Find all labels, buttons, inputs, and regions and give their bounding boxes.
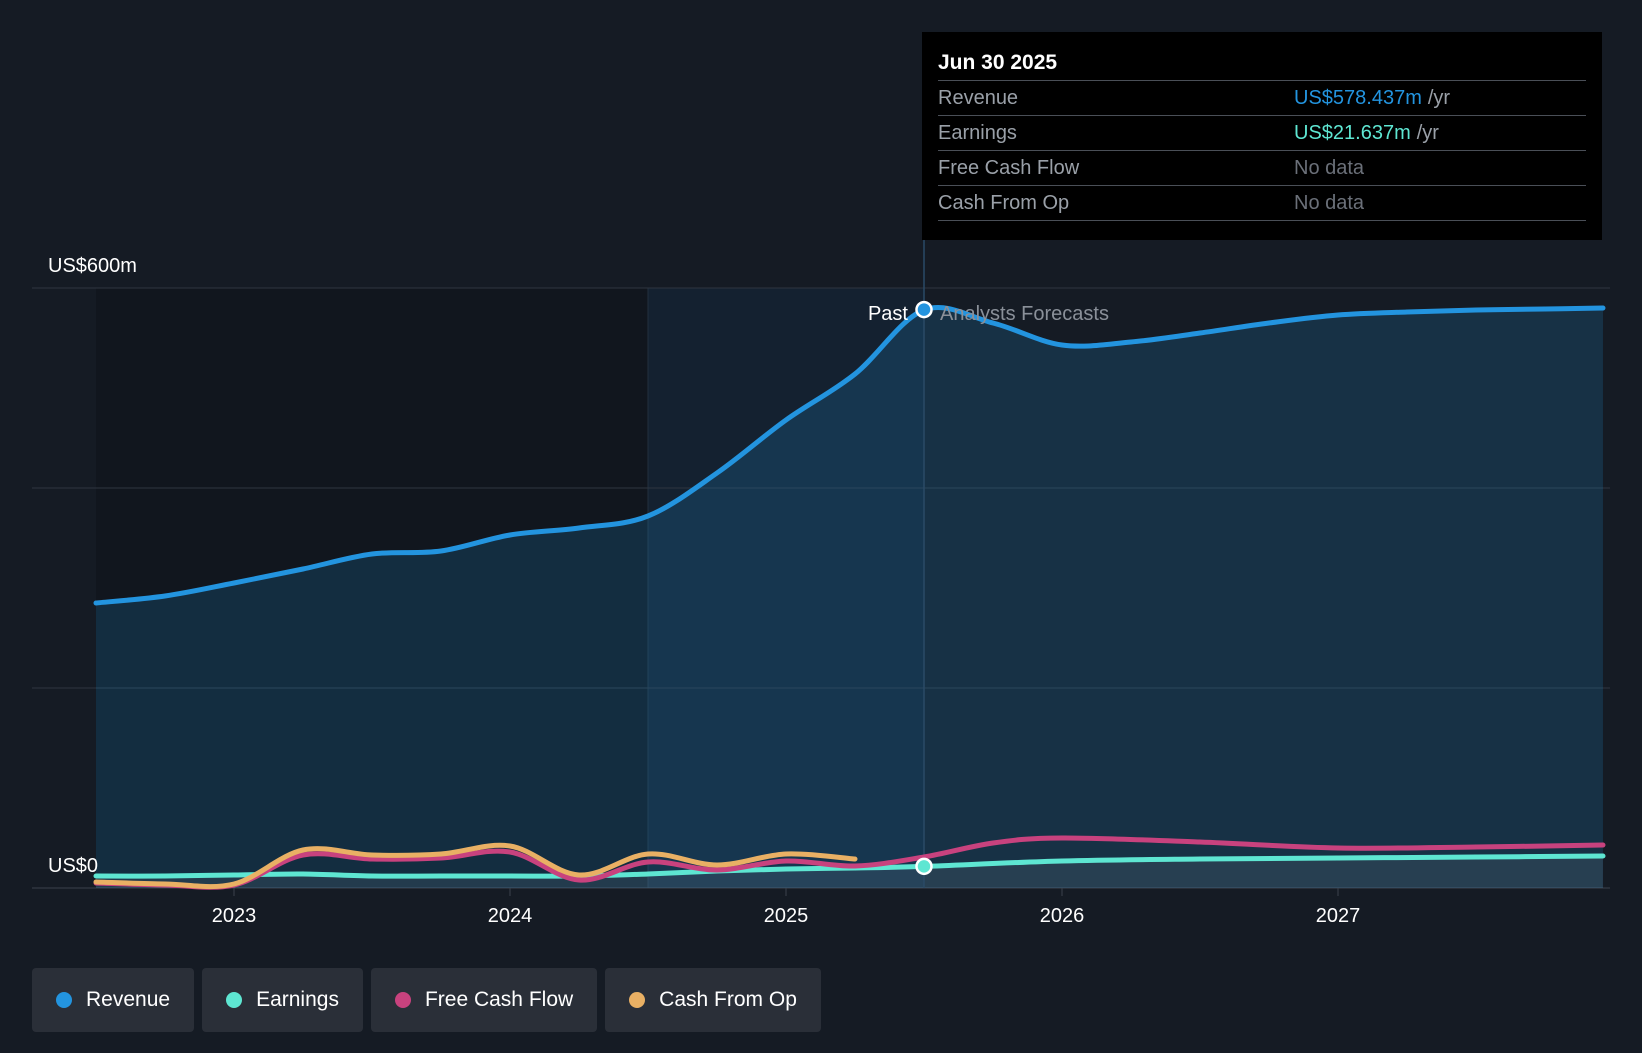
tooltip-row-free-cash-flow: Free Cash Flow No data (938, 150, 1586, 185)
cash-from-op-dot-icon (629, 992, 646, 1008)
forecast-label: Analysts Forecasts (940, 303, 1109, 325)
revenue-dot-icon (56, 992, 72, 1008)
earnings-marker (915, 857, 933, 876)
y-tick-label-bottom: US$0 (48, 855, 98, 877)
legend-label: Revenue (86, 988, 171, 1011)
tooltip-unit: /yr (1427, 87, 1451, 109)
legend-label: Earnings (256, 988, 339, 1011)
tooltip-label: Free Cash Flow (938, 157, 1080, 179)
free-cash-flow-dot-icon (394, 992, 411, 1008)
revenue-line (93, 305, 1606, 606)
tooltip-value: US$578.437m (1294, 87, 1422, 109)
legend-label: Cash From Op (659, 988, 797, 1011)
tooltip-value: No data (1294, 157, 1365, 179)
cash-from-op-line (93, 842, 858, 890)
legend-item-revenue[interactable]: Revenue (32, 968, 195, 1032)
tooltip-label: Earnings (938, 122, 1017, 144)
tooltip-row-cash-from-op: Cash From Op No data (938, 185, 1586, 221)
legend-label: Free Cash Flow (424, 988, 574, 1011)
tooltip-value: US$21.637m (1294, 122, 1411, 144)
tooltip-label: Revenue (938, 87, 1019, 109)
x-tick-label: 2027 (1316, 905, 1361, 927)
tooltip-unit: /yr (1416, 122, 1439, 144)
revenue-area (96, 307, 1603, 888)
earnings-dot-icon (226, 992, 243, 1008)
tooltip-row-revenue: Revenue US$578.437m /yr (938, 80, 1586, 115)
tooltip-row-earnings: Earnings US$21.637m /yr (938, 115, 1586, 150)
legend-item-earnings[interactable]: Earnings (202, 968, 363, 1032)
tooltip-value: No data (1294, 192, 1365, 214)
legend-item-cash-from-op[interactable]: Cash From Op (605, 968, 821, 1032)
legend: Revenue Earnings Free Cash Flow Cash Fro… (32, 968, 821, 1032)
x-tick-label: 2026 (1040, 905, 1085, 927)
earnings-area (96, 856, 1603, 888)
y-tick-label-top: US$600m (48, 255, 137, 277)
past-label: Past (868, 303, 908, 325)
revenue-marker (915, 300, 933, 319)
x-tick-label: 2025 (764, 905, 809, 927)
tooltip-label: Cash From Op (938, 192, 1070, 214)
free-cash-flow-line (93, 835, 1606, 890)
x-tick-label: 2023 (212, 905, 257, 927)
legend-item-free-cash-flow[interactable]: Free Cash Flow (370, 968, 598, 1032)
tooltip: Jun 30 2025 Revenue US$578.437m /yr Earn… (922, 32, 1602, 240)
tooltip-date: Jun 30 2025 (938, 51, 1058, 74)
highlight-region (648, 288, 924, 888)
x-tick-label: 2024 (488, 905, 533, 927)
